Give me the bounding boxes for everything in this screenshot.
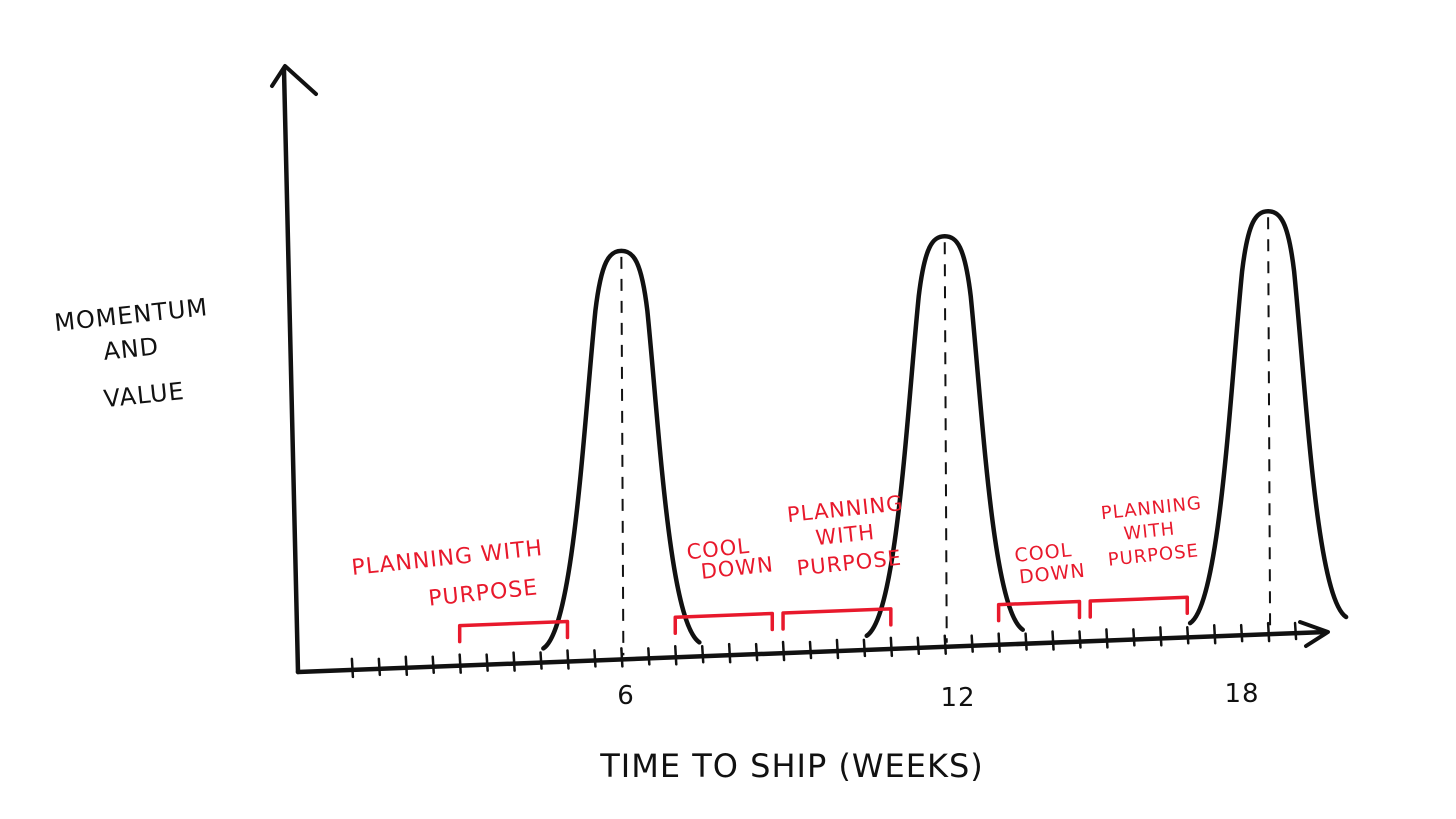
x-tick-mark <box>835 638 840 660</box>
peak-curve <box>864 233 1025 639</box>
x-tick-mark <box>1239 623 1244 643</box>
x-tick-mark <box>943 634 947 655</box>
phase-bracket <box>1088 595 1190 619</box>
peak-curve <box>1187 209 1349 626</box>
x-tick-mark <box>1132 628 1136 647</box>
axes <box>270 64 1330 675</box>
phase-bracket <box>781 607 893 631</box>
x-tick-mark <box>916 636 921 656</box>
x-tick-label: 12 <box>940 683 975 713</box>
x-tick-mark <box>754 642 759 662</box>
x-tick-mark <box>727 642 732 664</box>
x-tick-mark <box>1293 621 1298 641</box>
annotation-line: WITH <box>1123 518 1177 544</box>
x-tick-label: 18 <box>1224 679 1259 709</box>
y-axis-line <box>281 67 301 675</box>
x-tick-mark <box>700 644 705 664</box>
x-tick-mark <box>647 647 651 666</box>
peak-center-dash <box>943 242 948 643</box>
x-tick-mark <box>377 657 382 677</box>
y-label-line-3: VALUE <box>102 377 186 413</box>
x-tick-mark <box>539 651 543 670</box>
x-tick-mark <box>431 655 435 674</box>
x-tick-mark <box>1159 626 1163 647</box>
annotation-line: PLANNING <box>1100 493 1203 524</box>
x-axis-arrow <box>1298 620 1330 648</box>
annotation-line: PURPOSE <box>427 575 539 611</box>
annotation-planning-1: PLANNING WITH PURPOSE <box>350 536 544 612</box>
x-tick-mark <box>1105 628 1109 649</box>
annotation-planning-2: PLANNING WITH PURPOSE <box>786 491 905 580</box>
annotation-line: PLANNING <box>786 491 905 527</box>
y-label-line-1: MOMENTUM <box>53 293 209 337</box>
x-tick-mark <box>1266 621 1271 643</box>
y-label-line-2: AND <box>102 332 160 366</box>
x-tick-mark <box>485 653 489 672</box>
peak-curve <box>541 248 702 651</box>
x-tick-mark <box>1078 630 1082 649</box>
x-tick-mark <box>620 647 624 668</box>
annotation-line: PURPOSE <box>1107 540 1200 570</box>
annotation-cool-down-2: COOL DOWN <box>1013 539 1086 588</box>
phase-bracket <box>996 599 1082 623</box>
x-tick-mark <box>1024 632 1028 651</box>
peak-center-dash <box>620 256 625 656</box>
x-tick-mark <box>593 649 597 668</box>
x-tick-mark <box>458 653 462 674</box>
annotation-planning-3: PLANNING WITH PURPOSE <box>1100 493 1203 571</box>
x-tick-mark <box>1051 630 1055 651</box>
x-tick-mark <box>512 651 516 672</box>
x-tick-mark <box>808 640 813 660</box>
peak-center-dash <box>1267 217 1272 631</box>
y-axis-label: MOMENTUM AND VALUE <box>53 293 209 413</box>
phase-bracket <box>457 619 570 644</box>
x-ticks <box>350 621 1298 679</box>
x-tick-labels: 6 12 18 <box>617 679 1259 713</box>
x-tick-mark <box>350 657 355 679</box>
annotation-cool-down-1: COOL DOWN <box>685 534 774 584</box>
phase-brackets <box>457 595 1190 644</box>
phase-bracket <box>673 611 775 636</box>
x-tick-mark <box>781 640 786 662</box>
x-tick-mark <box>862 638 867 658</box>
x-tick-mark <box>1186 626 1190 645</box>
y-axis-arrow <box>270 64 318 96</box>
x-tick-label: 6 <box>617 681 635 711</box>
x-tick-mark <box>997 632 1001 653</box>
x-axis-line <box>295 629 1329 675</box>
x-axis-label: TIME TO SHIP (WEEKS) <box>599 747 984 785</box>
x-tick-mark <box>566 649 570 670</box>
peak-curves <box>541 209 1349 656</box>
annotation-line: WITH <box>814 520 876 550</box>
x-tick-mark <box>1212 623 1217 645</box>
annotation-line: PLANNING WITH <box>350 536 544 581</box>
x-tick-mark <box>674 645 678 666</box>
x-tick-mark <box>970 634 974 653</box>
x-tick-mark <box>889 636 894 658</box>
x-tick-mark <box>404 655 409 677</box>
